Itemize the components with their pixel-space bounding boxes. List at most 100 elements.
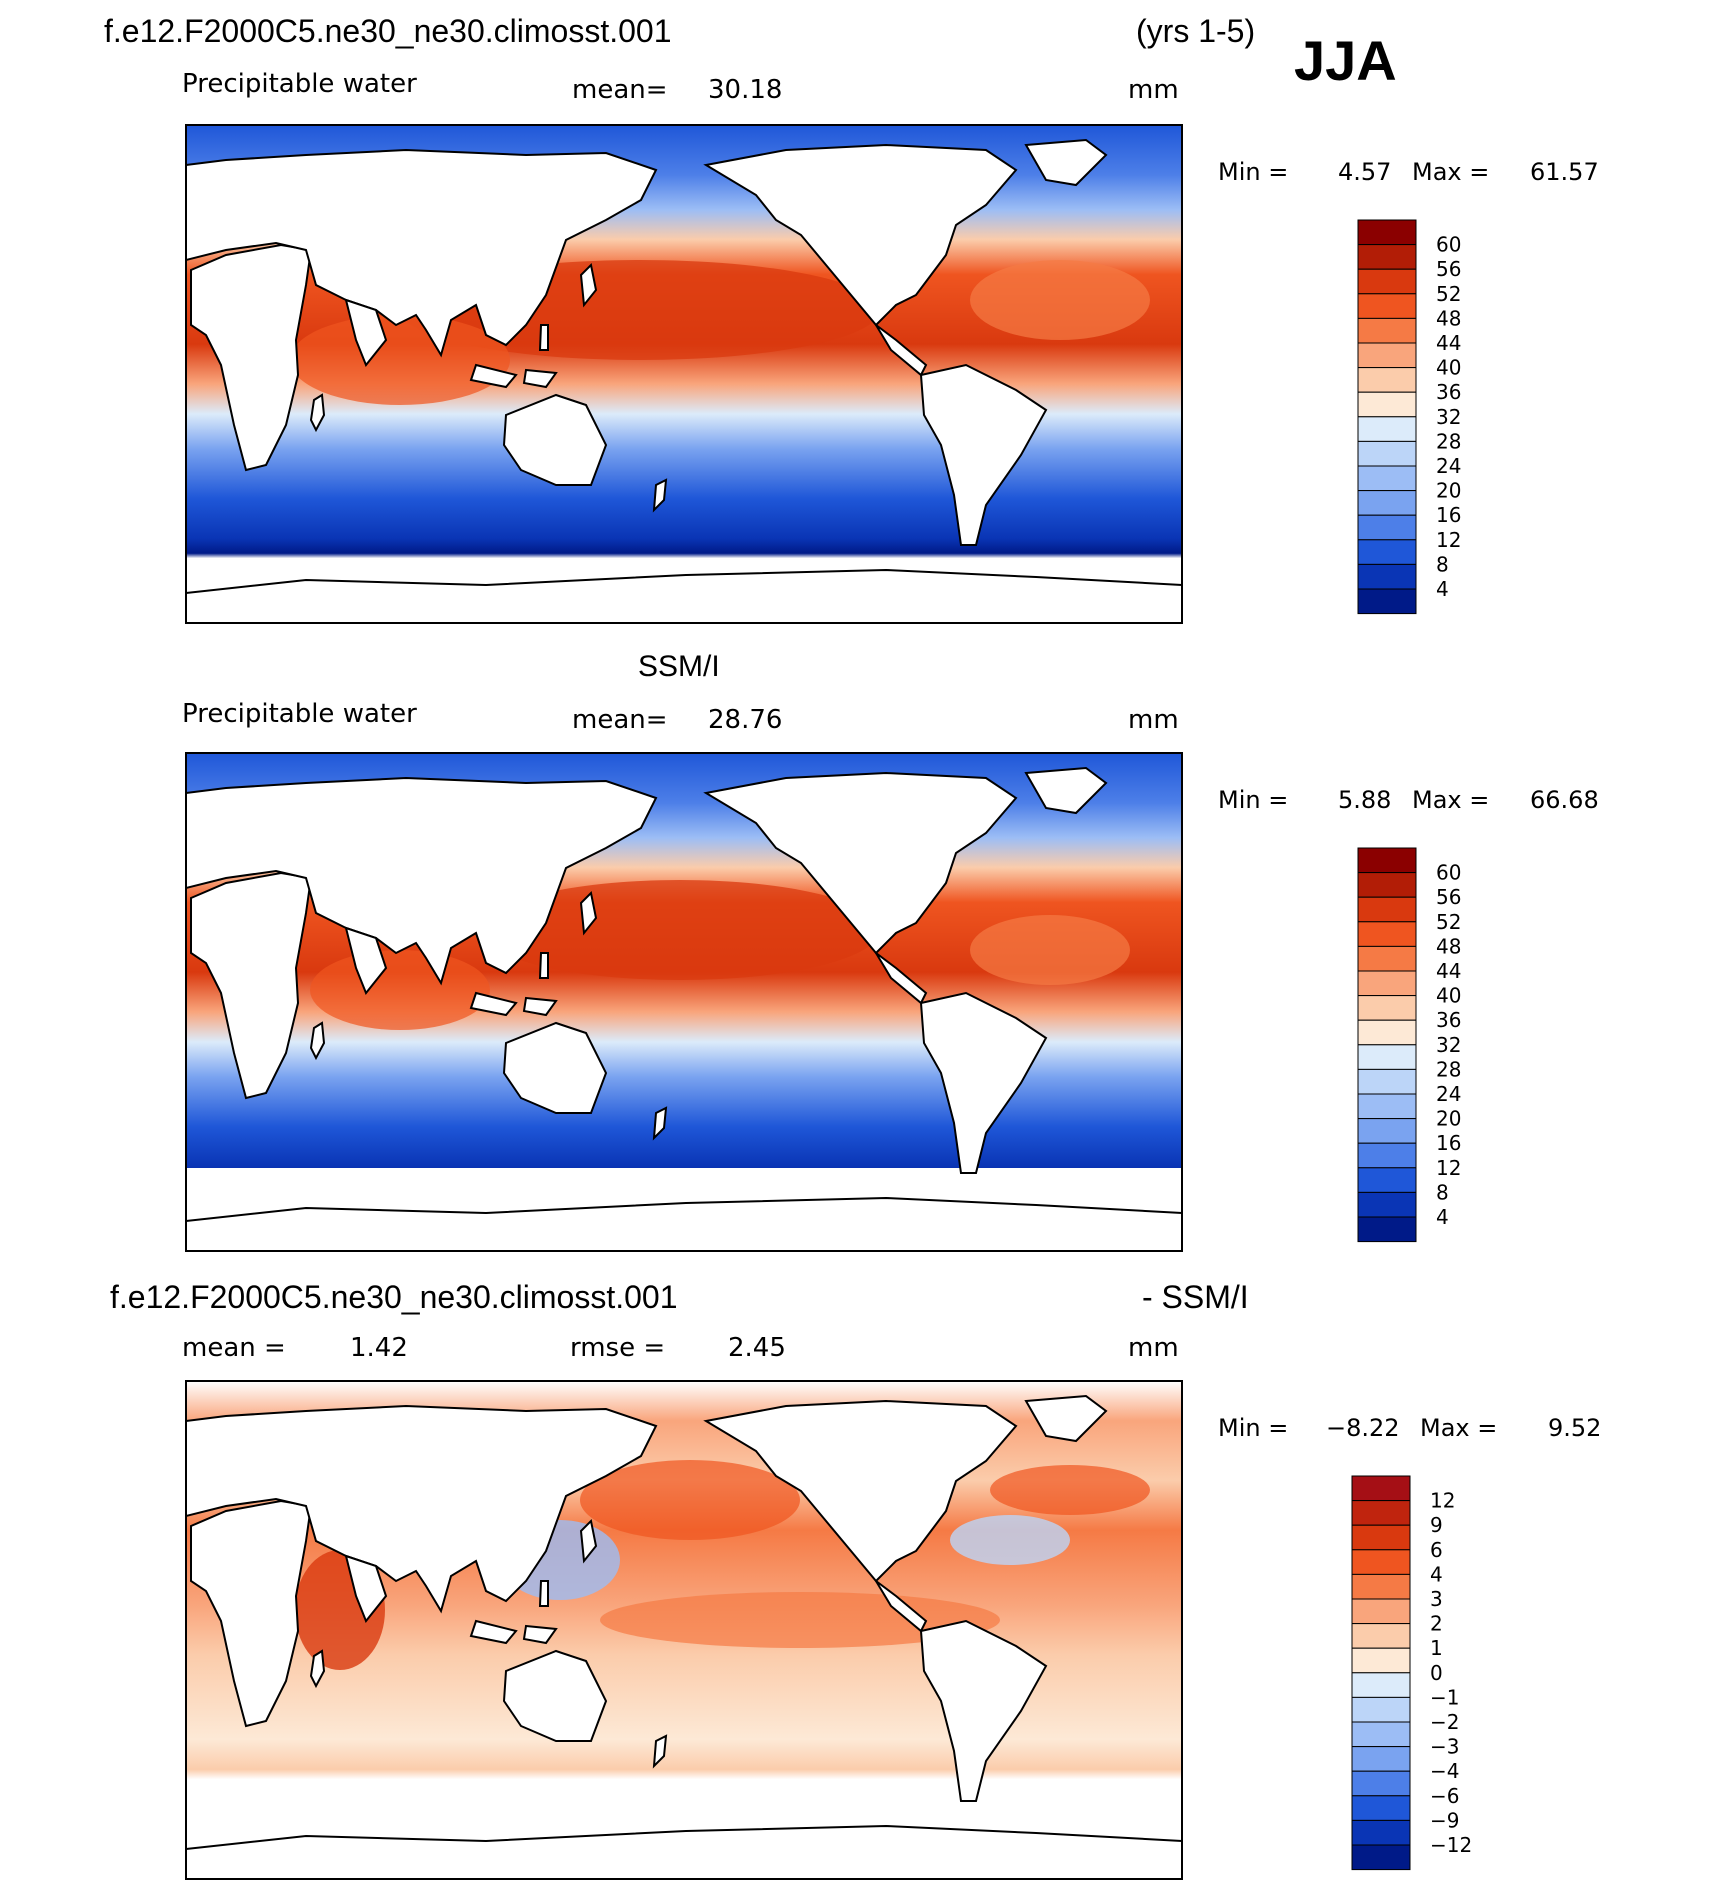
colorbar-tick-label: −9: [1430, 1808, 1459, 1832]
colorbar-tick-label: 3: [1430, 1587, 1443, 1611]
colorbar-tick-label: 40: [1436, 984, 1461, 1008]
panel-diff-units: mm: [1128, 1333, 1179, 1363]
panel-obs-max-label: Max =: [1412, 786, 1489, 814]
colorbar-tick-label: 20: [1436, 1107, 1461, 1131]
panel-obs-title: SSM/I: [638, 650, 720, 683]
panel-diff-carib-negative: [950, 1515, 1070, 1565]
colorbar-tick-label: 20: [1436, 479, 1461, 503]
panel-diff-rmse-value: 2.45: [728, 1333, 786, 1363]
colorbar-swatch: [1351, 1844, 1411, 1871]
colorbar-swatch: [1351, 1819, 1411, 1846]
colorbar-swatch: [1357, 1068, 1417, 1095]
colorbar-swatch: [1357, 490, 1417, 516]
colorbar-tick-label: 24: [1436, 454, 1461, 478]
colorbar-swatch: [1351, 1795, 1411, 1821]
colorbar-swatch: [1351, 1696, 1411, 1723]
colorbar-swatch: [1357, 440, 1417, 467]
colorbar-swatch: [1357, 1191, 1417, 1218]
colorbar-tick-label: 60: [1436, 233, 1461, 257]
colorbar-swatch: [1357, 1019, 1417, 1046]
panel-diff-mean-label: mean =: [182, 1333, 286, 1363]
colorbar-swatch: [1357, 588, 1417, 615]
colorbar-swatch: [1357, 514, 1417, 541]
colorbar-swatch: [1357, 342, 1417, 369]
panel-model-min-label: Min =: [1218, 158, 1288, 186]
colorbar-swatch: [1351, 1746, 1411, 1772]
colorbar-tick-label: −3: [1430, 1735, 1459, 1759]
colorbar-swatch: [1357, 563, 1417, 590]
colorbar-swatch: [1351, 1647, 1411, 1674]
panel-obs-min-label: Min =: [1218, 786, 1288, 814]
colorbar-tick-label: 4: [1430, 1562, 1443, 1586]
colorbar-tick-label: 1: [1430, 1636, 1443, 1660]
panel-model-frame: [185, 124, 1183, 624]
panel-obs-frame: [185, 752, 1183, 1252]
panel-obs-max-value: 66.68: [1530, 786, 1599, 814]
colorbar-tick-label: 16: [1436, 1131, 1461, 1155]
panel-diff-max-value: 9.52: [1548, 1414, 1601, 1442]
season-label: JJA: [1294, 29, 1397, 92]
colorbar-swatch: [1351, 1770, 1411, 1797]
colorbar-swatch: [1357, 1044, 1417, 1070]
colorbar-tick-label: 32: [1436, 405, 1461, 429]
colorbar-tick-label: −12: [1430, 1833, 1472, 1857]
colorbar-tick-label: 16: [1436, 503, 1461, 527]
colorbar-swatch: [1351, 1524, 1411, 1551]
panel-model-units: mm: [1128, 75, 1179, 105]
colorbar-swatch: [1351, 1500, 1411, 1526]
panel-obs-min-value: 5.88: [1338, 786, 1391, 814]
colorbar-swatch: [1357, 896, 1417, 923]
colorbar-swatch: [1351, 1549, 1411, 1575]
colorbar-tick-label: 4: [1436, 1205, 1449, 1229]
colorbar-swatch: [1357, 847, 1417, 874]
colorbar-tick-label: 60: [1436, 861, 1461, 885]
colorbar-tick-label: 12: [1436, 528, 1461, 552]
colorbar-swatch: [1357, 872, 1417, 898]
colorbar-swatch: [1357, 970, 1417, 997]
case-name: f.e12.F2000C5.ne30_ne30.climosst.001: [104, 13, 672, 49]
panel-obs-indian: [310, 950, 490, 1030]
panel-obs-units: mm: [1128, 705, 1179, 735]
panel-model-mean-value: 30.18: [708, 75, 782, 105]
colorbar-swatch: [1357, 1216, 1417, 1243]
colorbar-swatch: [1357, 244, 1417, 270]
panel-model-max-label: Max =: [1412, 158, 1489, 186]
colorbar-swatch: [1357, 1142, 1417, 1169]
panel-diff-min-value: −8.22: [1326, 1414, 1400, 1442]
colorbar-tick-label: −6: [1430, 1784, 1459, 1808]
colorbar-tick-label: 28: [1436, 1057, 1461, 1081]
colorbar-tick-label: 44: [1436, 959, 1461, 983]
colorbar-tick-label: 56: [1436, 885, 1461, 909]
colorbar-tick-label: 12: [1436, 1156, 1461, 1180]
panel-model-variable: Precipitable water: [182, 69, 417, 99]
panel-model-min-value: 4.57: [1338, 158, 1391, 186]
colorbar-tick-label: 0: [1430, 1661, 1443, 1685]
colorbar-tick-label: −2: [1430, 1710, 1459, 1734]
colorbar-swatch: [1357, 1118, 1417, 1144]
panel-model-max-value: 61.57: [1530, 158, 1599, 186]
colorbar-swatch: [1357, 921, 1417, 947]
colorbar-tick-label: 2: [1430, 1612, 1443, 1636]
colorbar-tick-label: 4: [1436, 577, 1449, 601]
colorbar-swatch: [1357, 995, 1417, 1021]
colorbar-swatch: [1351, 1573, 1411, 1600]
colorbar-tick-label: 44: [1436, 331, 1461, 355]
panel-model-atlantic: [970, 260, 1150, 340]
panel-obs-map: [186, 753, 1182, 1251]
colorbar-tick-label: 9: [1430, 1513, 1443, 1537]
colorbar-swatch: [1357, 219, 1417, 246]
panel-obs-atlantic: [970, 915, 1130, 985]
panel-diff-title-case: f.e12.F2000C5.ne30_ne30.climosst.001: [110, 1279, 678, 1315]
colorbar-tick-label: 32: [1436, 1033, 1461, 1057]
colorbar-tick-label: 52: [1436, 282, 1461, 306]
panel-diff-min-label: Min =: [1218, 1414, 1288, 1442]
colorbar-tick-label: 8: [1436, 1180, 1449, 1204]
panel-diff-title-obs: - SSM/I: [1142, 1279, 1249, 1315]
panel-diff-mean-value: 1.42: [350, 1333, 408, 1363]
colorbar-swatch: [1351, 1598, 1411, 1625]
panel-model: Precipitable water mean= 30.18 mm Min = …: [182, 69, 1599, 624]
panel-diff-map: [186, 1381, 1182, 1879]
panel-diff-npac-positive: [580, 1460, 800, 1540]
